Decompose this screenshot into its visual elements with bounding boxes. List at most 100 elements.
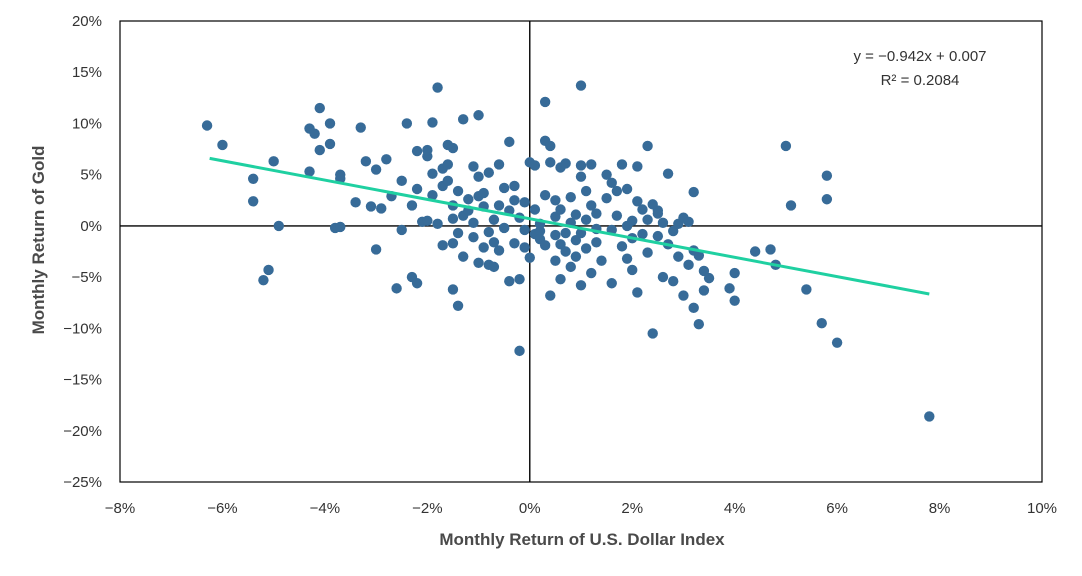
data-point [268, 156, 279, 167]
data-point [350, 197, 361, 208]
data-point [534, 225, 546, 237]
data-point [801, 284, 812, 295]
data-point [201, 120, 213, 131]
trendline-equation: y = −0.942x + 0.007 [853, 48, 986, 65]
data-point [432, 82, 443, 93]
y-tick-label: −20% [63, 423, 102, 440]
data-point [601, 169, 612, 180]
data-point [457, 114, 469, 125]
data-point [519, 224, 530, 236]
data-point [570, 235, 582, 246]
x-tick-label: 4% [724, 500, 746, 517]
data-point [437, 240, 448, 251]
data-point [524, 252, 535, 263]
data-point [411, 278, 423, 289]
data-point [427, 168, 438, 179]
data-point [473, 171, 484, 182]
data-point [637, 204, 648, 215]
data-point [647, 328, 658, 339]
data-point [488, 214, 500, 225]
data-point [447, 284, 459, 295]
data-point [422, 215, 433, 226]
data-point [452, 227, 464, 239]
y-tick-label: 5% [80, 167, 102, 184]
data-point [411, 145, 423, 157]
data-point [616, 241, 628, 252]
x-tick-label: 2% [621, 500, 643, 517]
data-point [606, 177, 617, 189]
data-point [519, 242, 530, 253]
data-points [201, 80, 935, 422]
data-point [432, 218, 443, 230]
data-point [473, 110, 484, 121]
data-point [724, 283, 735, 294]
data-point [560, 158, 571, 169]
data-point [427, 189, 438, 201]
data-point [539, 96, 551, 108]
data-point [570, 251, 582, 262]
data-point [258, 274, 269, 286]
data-point [391, 283, 402, 294]
data-point [668, 225, 679, 237]
y-axis-title: Monthly Return of Gold [29, 146, 48, 335]
data-point [821, 194, 833, 205]
data-point [442, 175, 454, 187]
data-point [335, 221, 346, 233]
data-point [452, 185, 464, 197]
data-point [580, 243, 592, 254]
data-point [504, 276, 515, 287]
data-point [411, 183, 423, 195]
x-tick-label: 6% [826, 500, 848, 517]
data-point [555, 204, 566, 215]
data-point [575, 160, 587, 171]
data-point [642, 247, 653, 258]
x-tick-label: 0% [519, 500, 541, 517]
data-point [627, 215, 638, 226]
data-point [580, 185, 592, 197]
data-point [488, 237, 500, 248]
data-point [514, 273, 525, 285]
data-point [729, 267, 740, 279]
data-point [401, 118, 413, 129]
data-point [688, 302, 699, 314]
data-point [586, 200, 597, 211]
data-point [580, 214, 592, 225]
data-point [652, 205, 664, 216]
data-point [749, 246, 761, 257]
data-point [396, 175, 407, 187]
y-tick-label: 20% [72, 13, 102, 30]
data-point [616, 159, 628, 170]
data-point [683, 216, 694, 227]
data-point [785, 200, 797, 211]
data-point [545, 157, 556, 168]
data-point [570, 209, 582, 220]
data-point [555, 273, 566, 285]
data-point [555, 239, 566, 250]
data-point [632, 196, 643, 207]
data-point [324, 118, 336, 129]
data-point [483, 167, 494, 178]
data-point [514, 345, 525, 357]
data-point [924, 411, 935, 422]
data-point [370, 244, 382, 255]
data-point [821, 170, 833, 181]
data-point [693, 319, 705, 330]
data-point [509, 180, 520, 192]
data-point [816, 318, 827, 329]
trendline [209, 156, 930, 296]
data-point [550, 195, 561, 206]
data-point [314, 144, 325, 156]
data-point [381, 154, 392, 165]
data-point [637, 228, 648, 240]
y-tick-label: −10% [63, 320, 102, 337]
x-tick-label: −6% [207, 500, 237, 517]
data-point [606, 278, 617, 289]
data-point [729, 295, 740, 306]
data-point [324, 138, 336, 150]
data-point [468, 217, 479, 229]
data-point [698, 265, 710, 277]
data-point [611, 185, 623, 197]
x-tick-label: 10% [1027, 500, 1057, 517]
y-tick-label: −25% [63, 474, 102, 491]
